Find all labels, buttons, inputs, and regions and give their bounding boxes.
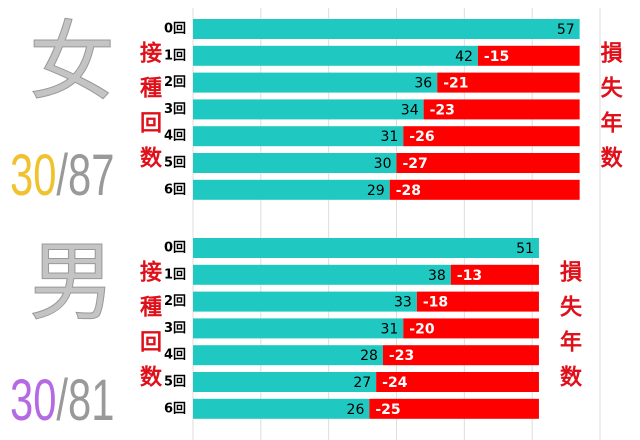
bar-loss [403,318,539,339]
bar [193,99,424,120]
value-label: 28 [360,348,378,364]
ratio-rest: /81 [56,368,114,433]
bar [193,72,438,93]
right-label: 損失年数 [555,260,581,400]
category-label: 5回 [164,375,186,390]
ratio-highlight: 30 [10,143,56,208]
bar [193,238,539,258]
category-label: 6回 [164,182,186,197]
loss-label: -25 [375,402,400,418]
bar-loss [477,45,580,66]
bar-loss [369,398,539,419]
value-label: 31 [380,129,398,145]
loss-label: -28 [396,183,421,199]
category-label: 3回 [164,102,186,117]
bar-loss [403,126,580,147]
bar [193,318,404,339]
value-label: 27 [353,375,371,391]
category-label: 0回 [164,22,186,37]
value-label: 57 [557,22,575,38]
value-label: 51 [516,241,534,257]
category-label: 2回 [164,75,186,90]
value-label: 30 [374,156,392,172]
category-label: 2回 [164,294,186,309]
loss-label: -18 [423,295,448,311]
category-label: 4回 [164,348,186,363]
category-label: 5回 [164,156,186,171]
category-label: 0回 [164,241,186,256]
bar [193,179,390,200]
left-label: 接種回数 [136,41,161,181]
bar [193,45,478,66]
bar-loss [437,72,580,93]
value-label: 29 [367,183,385,199]
bar-loss [450,264,539,285]
bar [193,291,417,312]
ratio: 30/81 [10,368,114,433]
left-label: 接種回数 [136,260,161,400]
loss-label: -26 [409,129,434,145]
bar [193,345,383,366]
category-label: 4回 [164,129,186,144]
value-label: 42 [455,49,473,65]
value-label: 36 [414,76,432,92]
big-label: 女 [29,12,115,112]
ratio: 30/87 [10,143,114,208]
ratio-rest: /87 [56,143,114,208]
loss-label: -13 [457,268,482,284]
bar [193,398,370,419]
loss-label: -15 [484,49,509,65]
value-label: 34 [401,102,419,118]
value-label: 31 [380,321,398,337]
ratio-highlight: 30 [10,368,56,433]
right-label: 損失年数 [596,41,622,181]
value-label: 33 [394,295,412,311]
loss-label: -21 [443,76,468,92]
value-label: 26 [347,402,365,418]
bar-loss [376,372,539,392]
loss-label: -24 [382,375,408,391]
loss-label: -23 [389,348,414,364]
bar [193,264,451,285]
bar-loss [423,99,580,120]
bar [193,126,404,147]
loss-label: -27 [403,156,428,172]
loss-label: -23 [430,102,455,118]
bar [193,372,377,392]
bar-loss [382,345,539,366]
bar-loss [416,291,539,312]
bar-loss [396,153,580,173]
bar-loss [389,179,580,200]
value-label: 38 [428,268,446,284]
loss-label: -20 [409,321,435,337]
bar [193,19,580,39]
category-label: 1回 [164,267,186,282]
bar [193,153,397,173]
category-label: 1回 [164,48,186,63]
category-label: 3回 [164,321,186,336]
category-label: 6回 [164,401,186,416]
big-label: 男 [29,232,115,332]
